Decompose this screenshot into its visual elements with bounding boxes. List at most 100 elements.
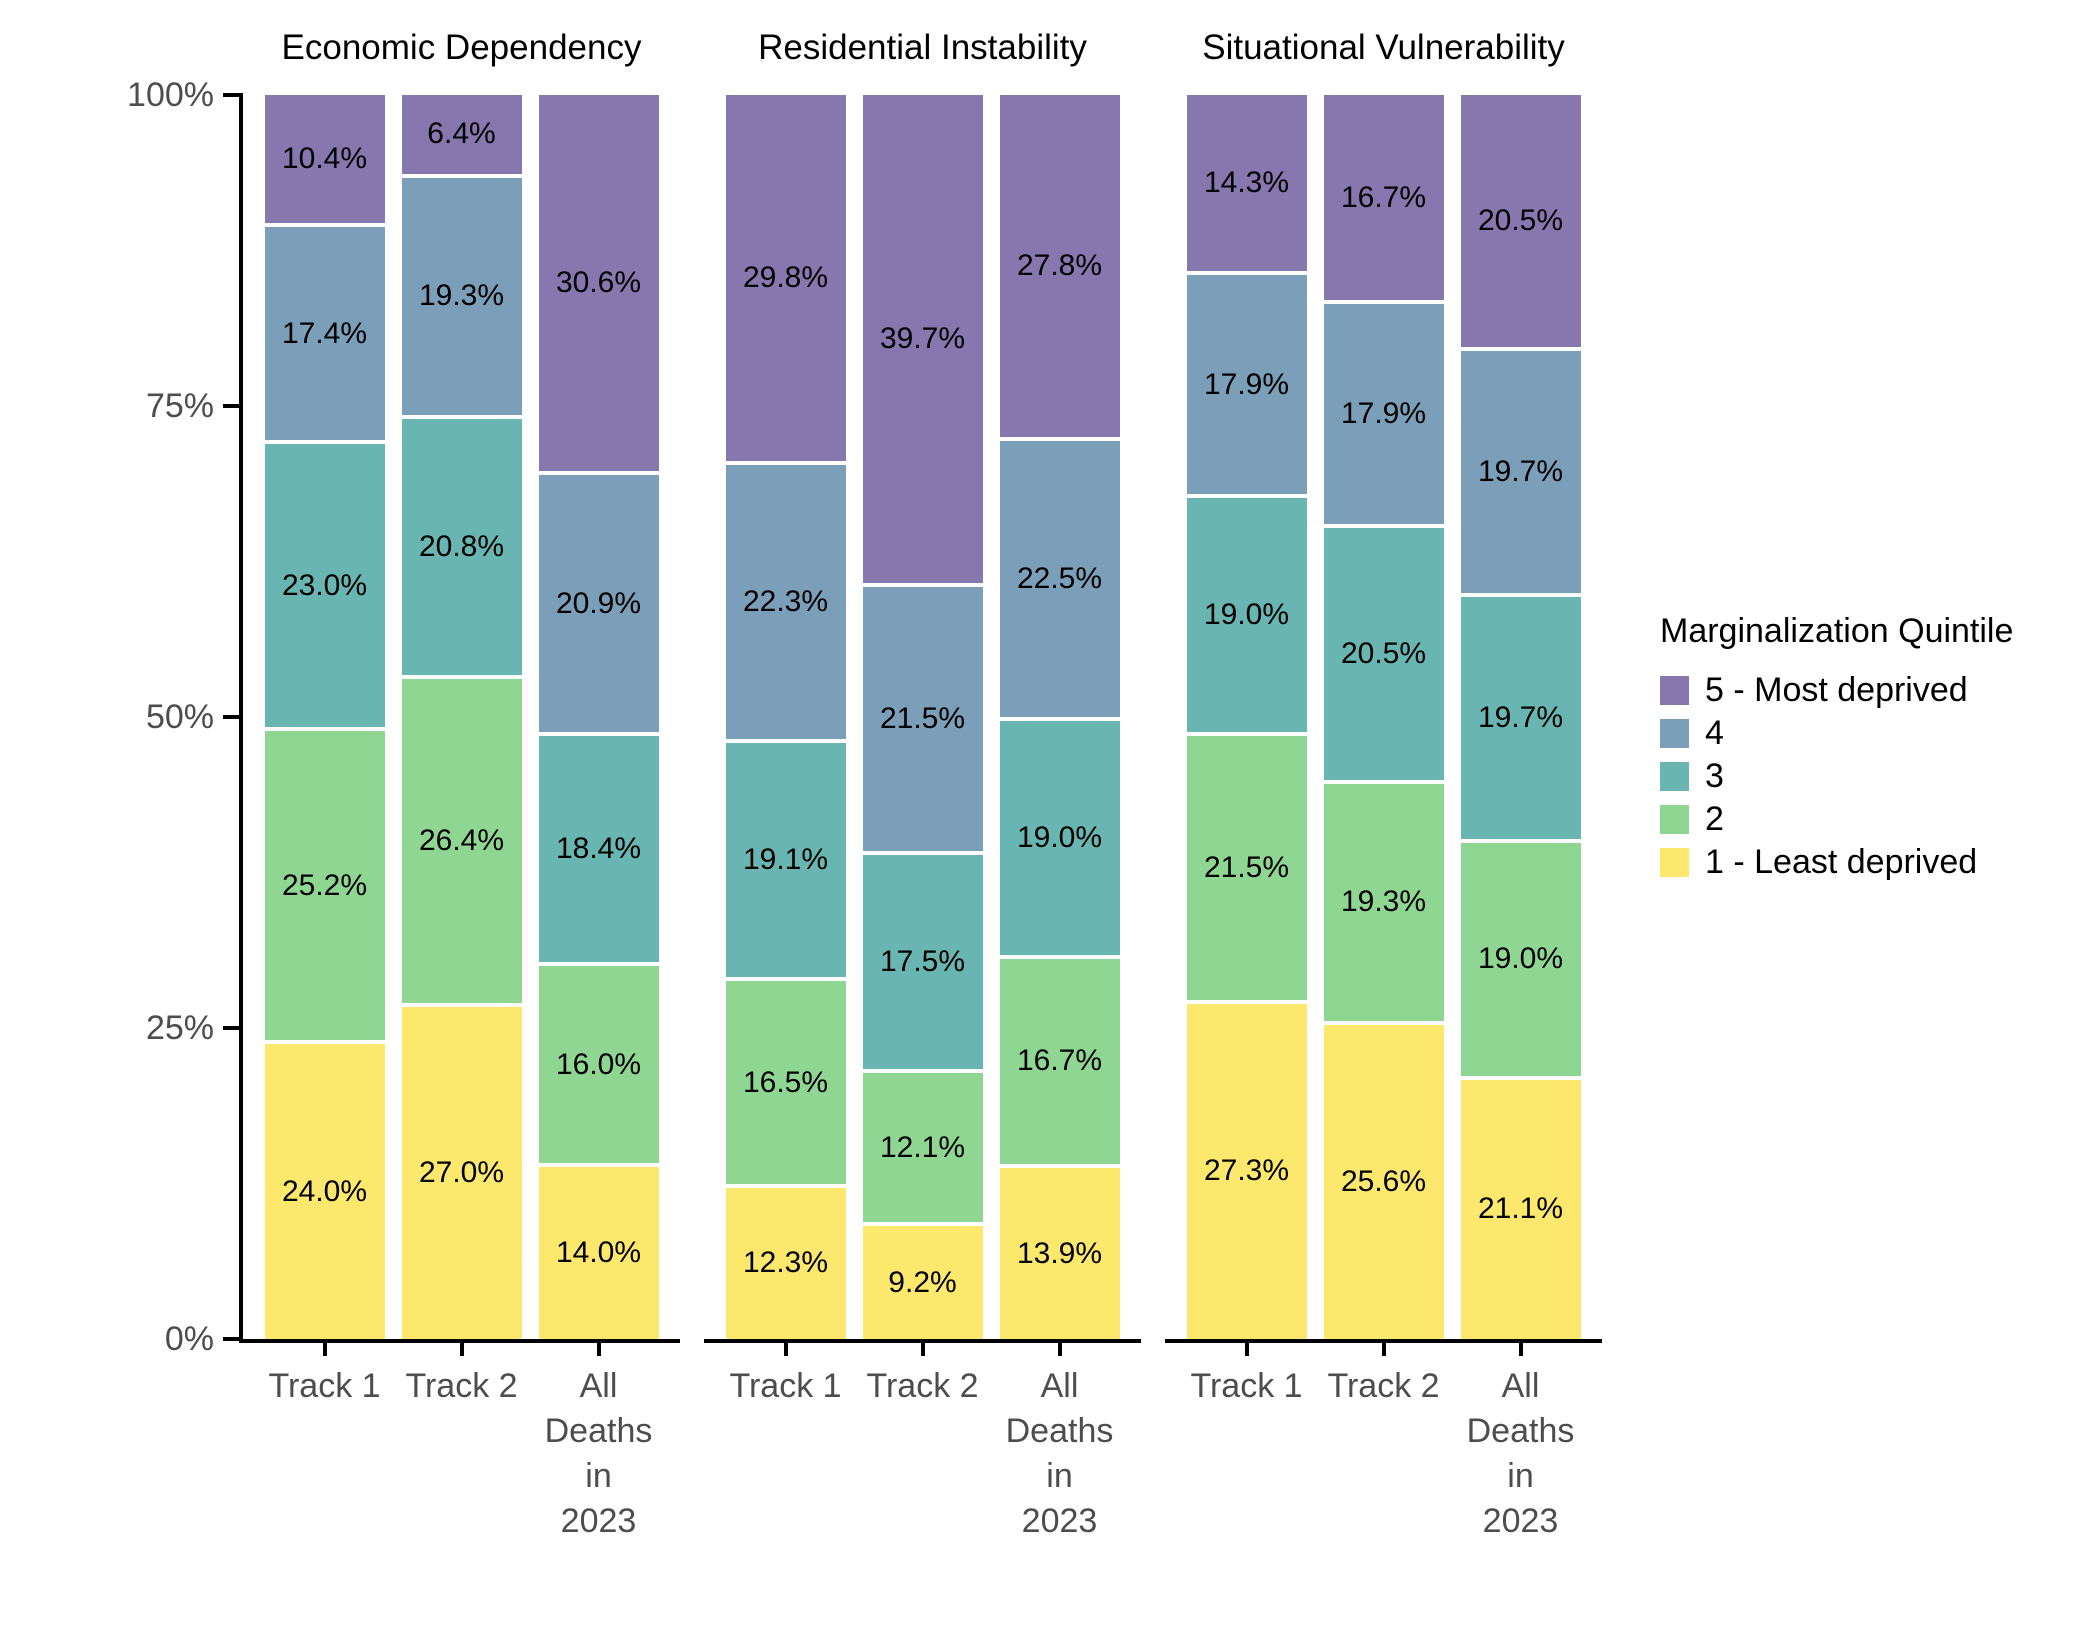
segment-value-label: 20.5%: [1340, 636, 1427, 670]
bar-segment-quintile-1: 9.2%: [862, 1226, 983, 1339]
segment-value-label: 30.6%: [555, 266, 642, 300]
x-labels-row: Track 1 Track 2 All Deaths in 2023: [1165, 1364, 1602, 1544]
x-tick-cell: [265, 1343, 385, 1356]
bar-segment-quintile-1: 12.3%: [725, 1187, 846, 1339]
bar-segment-quintile-3: 19.0%: [1186, 498, 1307, 732]
y-tick-label: 25%: [145, 1009, 214, 1047]
panel-situational-vulnerability: Situational Vulnerability 14.3% 17.9% 19.0%…: [1165, 0, 1602, 1544]
legend-items: 5 - Most deprived 4 3 2 1 - Least deprived: [1660, 669, 2060, 884]
bars-group: 14.3% 17.9% 19.0% 21.5% 27.3% 16.7% 17.9% 20.5%…: [1165, 95, 1602, 1339]
bar-segment-quintile-4: 17.4%: [264, 226, 385, 441]
segment-value-label: 17.4%: [281, 316, 368, 350]
bar-segment-quintile-3: 19.1%: [725, 742, 846, 978]
segment-value-label: 6.4%: [427, 117, 496, 151]
segment-value-label: 22.3%: [742, 584, 829, 618]
segment-value-label: 23.0%: [281, 568, 368, 602]
segment-value-label: 12.1%: [879, 1130, 966, 1164]
segment-value-label: 16.7%: [1340, 180, 1427, 214]
x-axis-label-all-deaths-in-2023: All Deaths in 2023: [1005, 1367, 1114, 1540]
bar-segment-quintile-3: 19.0%: [999, 721, 1120, 955]
segment-value-label: 22.5%: [1016, 562, 1103, 595]
segment-value-label: 19.1%: [742, 843, 829, 877]
y-tick-label: 0%: [164, 1320, 214, 1358]
legend-swatch: [1660, 719, 1689, 748]
legend-item-label: 5 - Most deprived: [1705, 671, 1968, 709]
x-axis-label-all-deaths-in-2023: All Deaths in 2023: [1466, 1367, 1575, 1540]
x-label-cell: Track 1: [1187, 1364, 1307, 1544]
bar-segment-quintile-2: 16.5%: [725, 981, 846, 1184]
panel-title: Situational Vulnerability: [1202, 27, 1565, 67]
bar-segment-quintile-2: 19.3%: [1323, 783, 1444, 1021]
segment-value-label: 19.3%: [1340, 885, 1427, 919]
bar-segment-quintile-4: 22.5%: [999, 440, 1120, 718]
y-tick-mark: [223, 715, 240, 719]
x-tick-mark: [596, 1343, 601, 1356]
segment-value-label: 19.7%: [1477, 454, 1564, 488]
bar-segment-quintile-2: 19.0%: [1460, 842, 1581, 1076]
legend-swatch: [1660, 676, 1689, 705]
bar-segment-quintile-4: 19.7%: [1460, 350, 1581, 593]
bar-track-2: 39.7% 21.5% 17.5% 12.1% 9.2%: [862, 95, 983, 1339]
bar-segment-quintile-1: 27.3%: [1186, 1003, 1307, 1339]
x-tick-mark: [783, 1343, 788, 1356]
legend-swatch: [1660, 805, 1689, 834]
bar-segment-quintile-5: 14.3%: [1186, 95, 1307, 271]
segment-value-label: 29.8%: [742, 260, 829, 294]
panel-title: Economic Dependency: [281, 27, 642, 67]
y-tick-mark: [223, 404, 240, 408]
x-tick-cell: [1000, 1343, 1120, 1356]
segment-value-label: 14.3%: [1203, 165, 1290, 199]
segment-value-label: 9.2%: [888, 1265, 957, 1299]
legend: Marginalization Quintile 5 - Most depriv…: [1660, 612, 2060, 884]
legend-item-quintile-1: 1 - Least deprived: [1660, 841, 2060, 884]
bar-segment-quintile-4: 17.9%: [1323, 304, 1444, 524]
bar-segment-quintile-5: 29.8%: [725, 95, 846, 461]
bar-segment-quintile-4: 17.9%: [1186, 274, 1307, 495]
segment-value-label: 17.9%: [1340, 396, 1427, 430]
bar-segment-quintile-4: 19.3%: [401, 177, 522, 415]
legend-swatch: [1660, 762, 1689, 791]
x-tick-mark: [1381, 1343, 1386, 1356]
x-axis-label-track-1: Track 1: [729, 1367, 842, 1405]
x-axis-line: [243, 1339, 680, 1343]
x-tick-cell: [1461, 1343, 1581, 1356]
segment-value-label: 16.7%: [1016, 1044, 1103, 1078]
x-tick-mark: [1518, 1343, 1523, 1356]
bar-segment-quintile-2: 26.4%: [401, 678, 522, 1004]
x-axis-label-track-1: Track 1: [1190, 1367, 1303, 1405]
x-label-cell: Track 2: [863, 1364, 983, 1544]
bar-track-1: 29.8% 22.3% 19.1% 16.5% 12.3%: [725, 95, 846, 1339]
segment-value-label: 19.3%: [418, 279, 505, 313]
bars-group: 10.4% 17.4% 23.0% 25.2% 24.0% 6.4% 19.3% 20.8% 2…: [243, 95, 680, 1339]
segment-value-label: 25.6%: [1340, 1164, 1427, 1198]
facet-panels: Economic Dependency 10.4% 17.4% 23.0% 25.2% 2…: [243, 0, 1602, 1544]
x-tick-cell: [1324, 1343, 1444, 1356]
bar-segment-quintile-5: 27.8%: [999, 95, 1120, 437]
x-tick-mark: [1244, 1343, 1249, 1356]
segment-value-label: 24.0%: [281, 1174, 368, 1208]
segment-value-label: 39.7%: [879, 321, 966, 355]
bar-track-2: 6.4% 19.3% 20.8% 26.4% 27.0%: [401, 95, 522, 1339]
bar-track-1: 10.4% 17.4% 23.0% 25.2% 24.0%: [264, 95, 385, 1339]
bar-segment-quintile-2: 16.7%: [999, 958, 1120, 1165]
x-ticks-row: [1165, 1343, 1602, 1356]
segment-value-label: 16.0%: [555, 1047, 642, 1081]
bar-segment-quintile-5: 30.6%: [538, 95, 659, 472]
bar-track-1: 14.3% 17.9% 19.0% 21.5% 27.3%: [1186, 95, 1307, 1339]
segment-value-label: 14.0%: [555, 1235, 642, 1269]
segment-value-label: 19.0%: [1203, 598, 1290, 632]
bar-segment-quintile-2: 21.5%: [1186, 735, 1307, 1000]
bar-segment-quintile-1: 21.1%: [1460, 1079, 1581, 1339]
bar-all-deaths-in-2023: 27.8% 22.5% 19.0% 16.7% 13.9%: [999, 95, 1120, 1339]
legend-item-quintile-5: 5 - Most deprived: [1660, 669, 2060, 712]
x-tick-mark: [322, 1343, 327, 1356]
segment-value-label: 16.5%: [742, 1065, 829, 1099]
panel-residential-instability: Residential Instability 29.8% 22.3% 19.1% 16…: [704, 0, 1141, 1544]
x-tick-cell: [1187, 1343, 1307, 1356]
bar-segment-quintile-3: 18.4%: [538, 736, 659, 963]
segment-value-label: 12.3%: [742, 1246, 829, 1280]
legend-item-quintile-4: 4: [1660, 712, 2060, 755]
bar-segment-quintile-4: 22.3%: [725, 464, 846, 739]
x-label-cell: Track 1: [726, 1364, 846, 1544]
x-label-cell: Track 2: [1324, 1364, 1444, 1544]
